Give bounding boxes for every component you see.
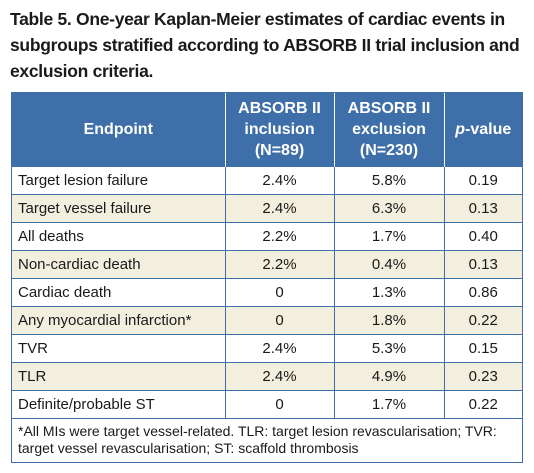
cell-endpoint: Cardiac death (12, 278, 225, 307)
header-inclusion-line2: inclusion (244, 121, 315, 138)
header-inclusion: ABSORB II inclusion (N=89) (224, 93, 334, 167)
cell-endpoint: Any myocardial infarction* (12, 306, 225, 335)
cell-pvalue: 0.13 (443, 194, 522, 223)
cell-inclusion: 2.4% (224, 194, 334, 223)
table-footnote: *All MIs were target vessel-related. TLR… (12, 418, 522, 462)
footnote-row: *All MIs were target vessel-related. TLR… (12, 418, 522, 462)
cell-exclusion: 1.8% (333, 306, 444, 335)
cell-pvalue: 0.15 (443, 334, 522, 363)
cell-inclusion: 2.4% (224, 166, 334, 195)
header-endpoint: Endpoint (12, 93, 225, 167)
header-exclusion-line2: exclusion (352, 121, 426, 138)
table-row: Target lesion failure 2.4% 5.8% 0.19 (12, 166, 522, 195)
header-exclusion: ABSORB II exclusion (N=230) (333, 93, 444, 167)
cell-exclusion: 1.7% (333, 390, 444, 419)
cell-pvalue: 0.22 (443, 390, 522, 419)
table-row: Non-cardiac death 2.2% 0.4% 0.13 (12, 250, 522, 279)
cell-exclusion: 1.3% (333, 278, 444, 307)
results-table: Endpoint ABSORB II inclusion (N=89) ABSO… (11, 92, 523, 463)
cell-inclusion: 2.4% (224, 362, 334, 391)
header-pvalue-italic: p (455, 121, 466, 138)
header-inclusion-line3: (N=89) (254, 142, 305, 159)
header-pvalue: p-value (443, 93, 522, 167)
cell-inclusion: 2.4% (224, 334, 334, 363)
header-exclusion-line1: ABSORB II (347, 100, 431, 117)
cell-exclusion: 5.3% (333, 334, 444, 363)
cell-exclusion: 1.7% (333, 222, 444, 251)
table-row: Target vessel failure 2.4% 6.3% 0.13 (12, 194, 522, 223)
cell-pvalue: 0.22 (443, 306, 522, 335)
header-exclusion-line3: (N=230) (359, 142, 419, 159)
table-caption: Table 5. One-year Kaplan-Meier estimates… (10, 9, 520, 81)
header-endpoint-label: Endpoint (83, 121, 153, 138)
cell-pvalue: 0.13 (443, 250, 522, 279)
header-row: Endpoint ABSORB II inclusion (N=89) ABSO… (12, 93, 522, 167)
header-inclusion-line1: ABSORB II (238, 100, 321, 117)
header-pvalue-rest: -value (465, 121, 512, 138)
cell-inclusion: 0 (224, 278, 334, 307)
table-row: All deaths 2.2% 1.7% 0.40 (12, 222, 522, 251)
cell-inclusion: 2.2% (224, 250, 334, 279)
table-row: TVR 2.4% 5.3% 0.15 (12, 334, 522, 363)
table-row: TLR 2.4% 4.9% 0.23 (12, 362, 522, 391)
cell-pvalue: 0.19 (443, 166, 522, 195)
table-row: Any myocardial infarction* 0 1.8% 0.22 (12, 306, 522, 335)
cell-endpoint: TVR (12, 334, 225, 363)
cell-exclusion: 5.8% (333, 166, 444, 195)
cell-inclusion: 0 (224, 390, 334, 419)
cell-endpoint: Non-cardiac death (12, 250, 225, 279)
cell-exclusion: 0.4% (333, 250, 444, 279)
cell-pvalue: 0.23 (443, 362, 522, 391)
cell-pvalue: 0.86 (443, 278, 522, 307)
cell-inclusion: 2.2% (224, 222, 334, 251)
cell-exclusion: 4.9% (333, 362, 444, 391)
cell-inclusion: 0 (224, 306, 334, 335)
table-row: Cardiac death 0 1.3% 0.86 (12, 278, 522, 307)
cell-endpoint: TLR (12, 362, 225, 391)
cell-endpoint: Target vessel failure (12, 194, 225, 223)
cell-endpoint: Definite/probable ST (12, 390, 225, 419)
cell-endpoint: Target lesion failure (12, 166, 225, 195)
cell-endpoint: All deaths (12, 222, 225, 251)
table-row: Definite/probable ST 0 1.7% 0.22 (12, 390, 522, 419)
cell-exclusion: 6.3% (333, 194, 444, 223)
cell-pvalue: 0.40 (443, 222, 522, 251)
